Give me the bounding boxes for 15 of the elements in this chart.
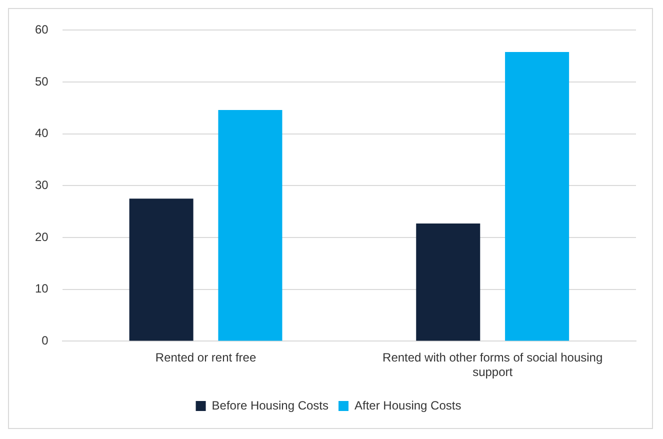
y-tick-label: 20 <box>34 230 49 244</box>
y-tick-label: 30 <box>34 178 49 192</box>
bar <box>416 224 480 341</box>
y-tick-label: 50 <box>34 74 49 88</box>
legend-label: Before Housing Costs <box>212 398 329 412</box>
legend-label: After Housing Costs <box>354 398 462 412</box>
bar <box>129 198 194 341</box>
y-tick-label: 10 <box>34 282 49 296</box>
y-tick-label: 40 <box>34 126 49 140</box>
y-tick-label: 0 <box>42 334 49 348</box>
bar <box>505 52 570 341</box>
x-tick-label: Rented or rent free <box>155 350 256 365</box>
y-tick-label: 60 <box>34 22 49 37</box>
x-tick-label: Rented with other forms of social housing support <box>382 350 603 380</box>
bar <box>218 110 282 341</box>
